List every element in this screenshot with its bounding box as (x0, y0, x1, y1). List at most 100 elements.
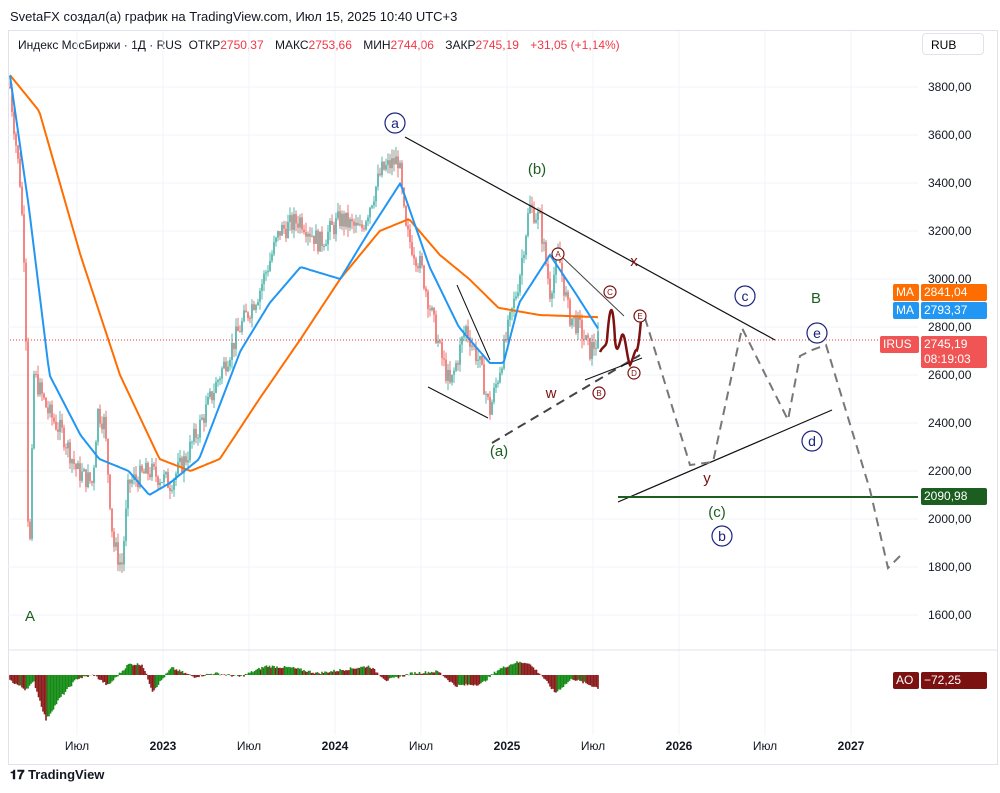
wave-label-text: D (631, 369, 637, 378)
wave-squiggle[interactable] (598, 308, 643, 368)
wave-label-y[interactable]: y (703, 470, 711, 487)
candle-body (245, 310, 247, 313)
wave-label-x[interactable]: x (630, 253, 638, 270)
candle-body (305, 232, 307, 237)
candle-body (481, 356, 483, 365)
candle-body (71, 459, 73, 464)
wave-label-a-lower[interactable]: a (384, 112, 406, 134)
candle-body (225, 361, 227, 372)
high-label: МАКС (274, 38, 309, 52)
candle-body (27, 341, 29, 522)
wave-label-d-lower[interactable]: d (801, 430, 823, 452)
y-tick-label: 3000,00 (928, 272, 972, 286)
currency-button[interactable]: RUB (922, 33, 984, 55)
candle-body (75, 464, 77, 470)
small-trendline[interactable] (456, 284, 491, 361)
wave-label-c-paren[interactable]: (c) (708, 504, 726, 521)
candle-body (383, 161, 385, 170)
wave-label-text: e (813, 325, 821, 341)
candle-body (125, 508, 127, 541)
candle-body (23, 214, 25, 263)
candle-body (29, 521, 31, 539)
wave-label-c-lower[interactable]: c (734, 285, 756, 307)
trendline-upper[interactable] (404, 136, 776, 341)
candle-body (165, 472, 167, 475)
wave-label-text: w (545, 385, 557, 402)
candle-body (43, 393, 45, 398)
wave-label-d-sub[interactable]: D (627, 366, 641, 380)
dashed-support-line[interactable] (491, 354, 641, 444)
wave-circle (603, 285, 617, 299)
trendline-lower[interactable] (617, 409, 833, 503)
wave-circle (592, 386, 606, 400)
forecast-path[interactable] (644, 317, 901, 570)
wave-label-text: B (596, 389, 601, 398)
wave-label-a[interactable]: A (25, 608, 35, 625)
candle-body (277, 231, 279, 238)
wave-label-text: b (718, 528, 726, 544)
candle-body (339, 211, 341, 227)
price-tag: 2745,19 08:19:03 (921, 336, 987, 368)
small-trendline[interactable] (427, 386, 489, 419)
wave-label-b-sub[interactable]: B (592, 386, 606, 400)
candle-body (523, 255, 525, 259)
candle-body (589, 337, 591, 359)
small-trendline[interactable] (559, 254, 625, 317)
candle-body (393, 158, 395, 165)
candle-body (451, 374, 453, 383)
y-tick-label: 2200,00 (928, 464, 972, 478)
candle-body (145, 462, 147, 474)
candle-body (441, 342, 443, 359)
wave-label-text: a (391, 115, 399, 131)
x-tick-label: Июл (753, 739, 777, 753)
wave-label-a-paren[interactable]: (a) (490, 443, 508, 460)
wave-label-e-sub[interactable]: E (633, 309, 647, 323)
candle-body (303, 229, 305, 233)
candle-body (525, 235, 527, 256)
candle-body (159, 482, 161, 486)
candle-body (443, 358, 445, 360)
candle-body (19, 158, 21, 187)
candle-body (39, 382, 41, 395)
wave-label-c-sub[interactable]: C (603, 285, 617, 299)
wave-label-w[interactable]: w (545, 385, 557, 402)
candle-body (385, 164, 387, 170)
candle-body (49, 404, 51, 414)
close-label: ЗАКР (445, 38, 476, 52)
candle-body (337, 211, 339, 219)
candle-body (21, 186, 23, 215)
candle-body (405, 206, 407, 226)
wave-label-b[interactable]: B (811, 290, 821, 307)
candle-body (545, 242, 547, 264)
wave-label-b-lower[interactable]: b (711, 525, 733, 547)
candle-body (69, 442, 71, 464)
candle-body (253, 304, 255, 310)
candle-body (265, 272, 267, 274)
y-tick-label: 3400,00 (928, 176, 972, 190)
candle-body (427, 291, 429, 309)
candle-body (365, 221, 367, 230)
wave-circle (806, 322, 828, 344)
candle-body (343, 213, 345, 227)
candle-body (13, 111, 15, 135)
symbol-name[interactable]: Индекс МосБиржи · 1Д · RUS (18, 38, 182, 52)
candle-body (293, 214, 295, 230)
candle-body (151, 463, 153, 478)
candle-body (81, 471, 83, 481)
candle-body (291, 215, 293, 230)
candle-body (117, 542, 119, 565)
candle-body (395, 156, 397, 165)
x-tick-label: Июл (581, 739, 605, 753)
tradingview-logo[interactable]: 𝟏𝟕 TradingView (10, 767, 104, 783)
candle-body (459, 344, 461, 365)
candle-body (307, 233, 309, 237)
candle-body (263, 273, 265, 285)
candle-body (583, 338, 585, 340)
candle-body (591, 342, 593, 359)
wave-label-a-sub[interactable]: A (551, 247, 565, 261)
wave-label-e-lower[interactable]: e (806, 322, 828, 344)
candle-body (129, 479, 131, 484)
wave-label-b-paren[interactable]: (b) (528, 161, 546, 178)
candle-body (533, 207, 535, 223)
